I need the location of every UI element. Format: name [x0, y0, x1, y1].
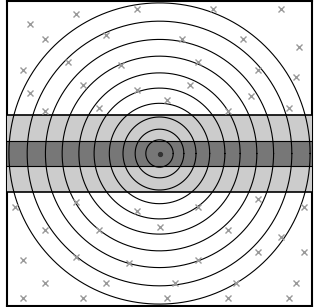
Bar	[7, 141, 312, 166]
Bar	[7, 166, 312, 192]
Circle shape	[62, 56, 257, 251]
Circle shape	[79, 73, 240, 234]
Bar	[7, 115, 312, 141]
Bar	[7, 166, 312, 192]
Circle shape	[94, 88, 225, 219]
Circle shape	[109, 103, 210, 204]
Circle shape	[146, 140, 173, 167]
Bar	[7, 115, 312, 141]
Circle shape	[9, 3, 310, 304]
Bar	[7, 141, 312, 166]
Circle shape	[45, 39, 274, 268]
Circle shape	[27, 21, 292, 286]
Circle shape	[135, 129, 184, 178]
Circle shape	[123, 117, 196, 190]
